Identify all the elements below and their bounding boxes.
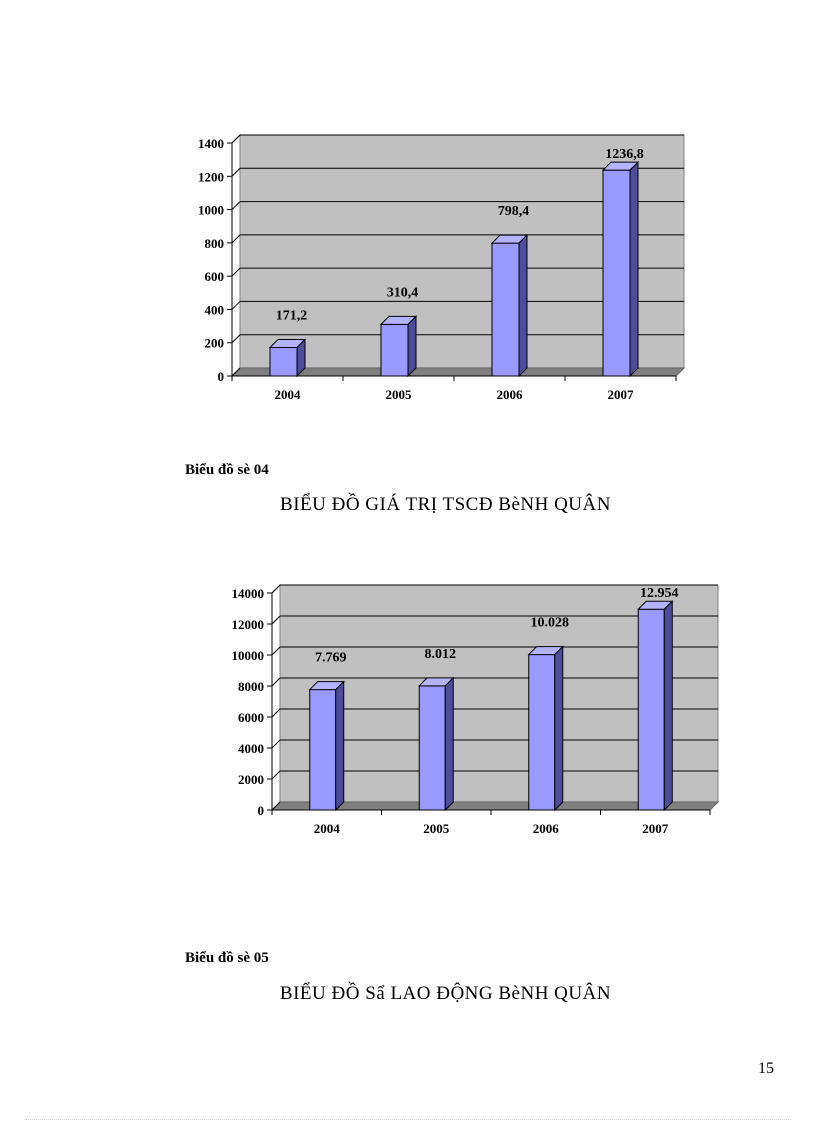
y-tick-label: 0: [258, 803, 265, 818]
x-tick-label: 2005: [423, 821, 450, 836]
data-label-2007: 1236,8: [605, 147, 644, 162]
y-tick-label: 400: [205, 302, 225, 317]
side-gridline: [231, 167, 241, 177]
y-tick-label: 1000: [198, 203, 224, 218]
side-gridline: [271, 708, 281, 718]
data-label-2007: 12.954: [640, 586, 679, 601]
bar-side-2004: [335, 680, 345, 812]
bar-side-2006: [518, 233, 528, 378]
side-gridline: [231, 267, 241, 277]
chart-title-tscd: BIỂU ĐỒ GIÁ TRỊ TSCĐ BèNH QUÂN: [280, 494, 611, 515]
bar-2006: [528, 654, 556, 811]
side-gridline: [231, 334, 241, 344]
side-gridline: [271, 677, 281, 687]
y-tick-label: 600: [205, 269, 225, 284]
bar-side-2005: [407, 315, 417, 378]
side-gridline: [271, 584, 281, 594]
data-label-2006: 10.028: [531, 616, 570, 631]
bar-side-2004: [296, 338, 306, 378]
bar-2004: [309, 689, 337, 811]
bar-side-2005: [444, 676, 454, 812]
y-tick-label: 10000: [232, 648, 265, 663]
chart-lao-dong: 0 2000 4000 6000 8000 10000 12000 14000 7.769 200…: [232, 583, 720, 836]
side-gridline: [271, 739, 281, 749]
side-gridline: [271, 615, 281, 625]
data-label-2004: 7.769: [315, 651, 347, 666]
page-number: 15: [758, 1060, 774, 1077]
y-tick-label: 1400: [198, 136, 224, 151]
bar-side-2006: [554, 645, 564, 812]
chart-caption-04: Biểu đồ sè 04: [185, 462, 269, 478]
data-label-2004: 171,2: [276, 309, 308, 324]
bar-side-2007: [663, 600, 673, 812]
side-gridline: [271, 646, 281, 656]
side-gridline: [231, 301, 241, 310]
y-tick-label: 14000: [232, 586, 265, 601]
y-tick-label: 200: [205, 336, 225, 351]
x-tick-label: 2007: [608, 387, 635, 402]
x-tick-label: 2005: [386, 387, 413, 402]
bar-2007: [637, 608, 665, 811]
y-tick-label: 8000: [238, 679, 264, 694]
side-gridline: [231, 134, 241, 144]
y-tick-label: 12000: [232, 617, 265, 632]
side-gridline: [271, 770, 281, 780]
y-tick-label: 2000: [238, 772, 264, 787]
side-gridline: [231, 234, 241, 244]
x-tick-label: 2006: [533, 821, 560, 836]
y-tick-label: 800: [205, 236, 225, 251]
y-tick-label: 4000: [238, 741, 264, 756]
chart-tscd: 0 200 400 600 800 1000 1200 1400 171,2 2004 310,4 2…: [198, 133, 686, 402]
side-gridline: [231, 201, 241, 210]
chart-side-wall: [271, 583, 281, 812]
y-tick-label: 1200: [198, 169, 224, 184]
data-label-2005: 310,4: [387, 285, 419, 300]
bar-2007: [602, 169, 631, 377]
y-tick-label: 0: [218, 369, 225, 384]
bar-2006: [491, 242, 520, 377]
side-gridline: [231, 367, 241, 377]
x-tick-label: 2006: [497, 387, 524, 402]
bar-side-2007: [629, 160, 639, 378]
y-tick-label: 6000: [238, 710, 264, 725]
page-footer-divider: [25, 1119, 791, 1120]
side-gridline: [271, 801, 281, 811]
x-tick-label: 2007: [642, 821, 669, 836]
bar-2005: [418, 685, 446, 811]
chart-title-lao-dong: BIỂU ĐỒ Sẩ LAO ĐỘNG BèNH QUÂN: [279, 983, 612, 1004]
data-label-2006: 798,4: [498, 204, 530, 219]
x-tick-label: 2004: [314, 821, 341, 836]
data-label-2005: 8.012: [425, 647, 457, 662]
x-tick-label: 2004: [275, 387, 302, 402]
chart-caption-05: Biểu đồ sè 05: [185, 950, 269, 966]
